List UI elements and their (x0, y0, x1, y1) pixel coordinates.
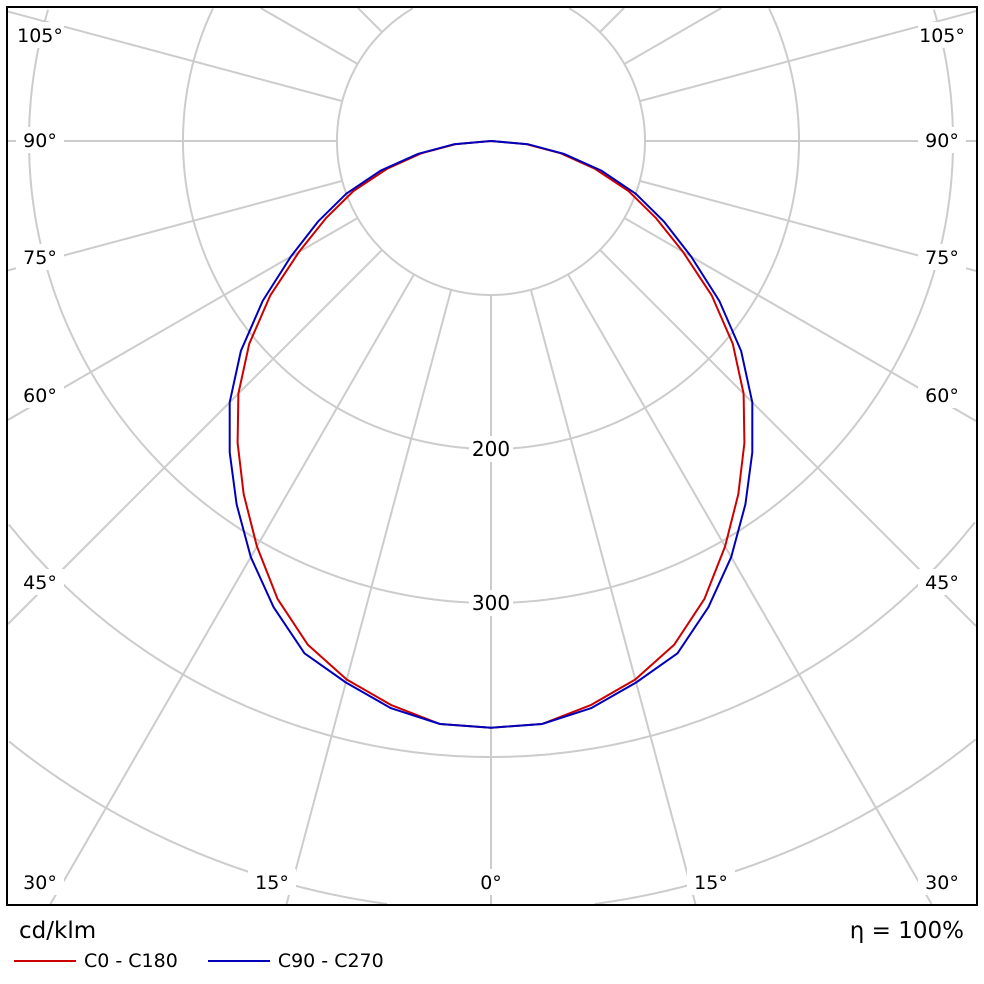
plot-frame (6, 6, 978, 906)
efficiency-label: η = 100% (849, 918, 964, 944)
legend-swatch-blue (207, 960, 270, 962)
angle-label-bg (16, 127, 64, 153)
angle-label: 15° (255, 872, 289, 894)
grid-radial-line (285, 289, 453, 905)
legend-label: C0 - C180 (84, 950, 178, 972)
angle-label: 45° (925, 572, 959, 594)
angle-label-bg (918, 569, 966, 595)
angle-label-bg (16, 382, 64, 408)
angle-label: 75° (925, 247, 959, 269)
legend-label: C90 - C270 (277, 950, 384, 972)
grid-circle-500 (8, 738, 977, 905)
labels: 200 300 45° 45° 60° 60° 75° 75° 90° 90° 105° 105° 30… (16, 22, 966, 895)
angle-label-bg (687, 869, 735, 895)
angle-label: 60° (925, 385, 959, 407)
grid-circle-200 (182, 7, 800, 450)
grid-circle-400 (8, 521, 976, 758)
grid-circle-100 (336, 7, 646, 296)
angle-label: 30° (925, 872, 959, 894)
tick-label-bg (469, 590, 513, 616)
radial-tick-label: 300 (472, 591, 510, 615)
angle-label: 75° (23, 247, 57, 269)
angle-label-bg (16, 244, 64, 270)
grid-radial-line (7, 249, 383, 625)
curves (228, 140, 754, 729)
angle-label-bg (918, 244, 966, 270)
angle-label-bg (918, 127, 966, 153)
angle-label: 105° (919, 25, 965, 47)
angle-label-bg (248, 869, 296, 895)
angle-label-bg (918, 869, 966, 895)
angle-label-bg (16, 22, 64, 48)
angle-label: 105° (17, 25, 63, 47)
angle-label-bg (16, 569, 64, 595)
legend-item-c0-c180: C0 - C180 (14, 950, 178, 972)
angle-label: 90° (23, 130, 57, 152)
grid-radial-line (599, 7, 625, 33)
angle-label: 0° (480, 872, 502, 894)
grid-radial-line (529, 289, 697, 905)
grid-radial-line (49, 273, 415, 905)
grid-radial-line (260, 7, 359, 65)
series-curve-1 (228, 140, 754, 729)
grid-radial-line (599, 249, 977, 627)
unit-label: cd/klm (19, 918, 97, 944)
angle-label-bg (918, 382, 966, 408)
legend: C0 - C180 C90 - C270 (14, 950, 414, 972)
angle-label: 90° (925, 130, 959, 152)
radial-tick-label: 200 (472, 437, 510, 461)
angle-label-bg (467, 869, 515, 895)
angle-label-bg (918, 22, 966, 48)
angle-label-bg (16, 869, 64, 895)
tick-label-bg (469, 436, 513, 462)
angle-label: 45° (23, 572, 57, 594)
grid-radial-line (623, 7, 722, 65)
legend-item-c90-c270: C90 - C270 (207, 950, 384, 972)
grid-radial-line (357, 7, 383, 33)
grid-radial-line (567, 273, 933, 905)
angle-label: 15° (694, 872, 728, 894)
angle-label: 30° (23, 872, 57, 894)
legend-swatch-red (14, 960, 76, 962)
angle-label: 60° (23, 385, 57, 407)
